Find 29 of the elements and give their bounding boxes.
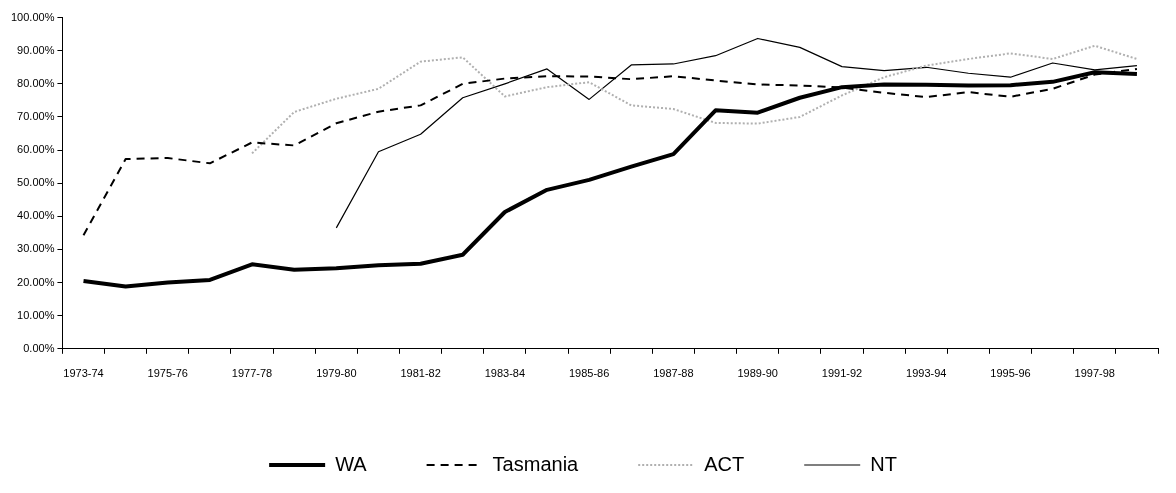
y-tick-label: 80.00% [17,76,55,89]
y-tick-label: 30.00% [17,242,55,255]
x-tick-label: 1983-84 [484,367,526,380]
x-tick-label: 1977-78 [231,367,273,380]
x-tick-label: 1975-76 [147,367,188,380]
x-tick-label: 1989-90 [737,367,778,380]
x-tick-label: 1993-94 [906,367,947,380]
y-tick-label: 40.00% [17,209,55,222]
y-tick-label: 70.00% [17,109,55,122]
y-tick-label: 100.00% [10,10,55,23]
x-tick-label: 1987-88 [653,367,694,380]
y-tick-label: 10.00% [17,308,55,321]
x-tick-label: 1991-92 [821,367,863,380]
legend-label: Tasmania [492,452,580,475]
y-tick-label: 60.00% [17,143,55,156]
legend-label: WA [335,452,368,475]
legend-label: ACT [704,452,745,475]
y-tick-label: 20.00% [17,275,55,288]
y-tick-label: 90.00% [17,43,55,56]
y-tick-label: 50.00% [17,176,55,189]
x-tick-label: 1985-86 [568,367,610,380]
x-tick-label: 1981-82 [400,367,441,380]
x-tick-label: 1979-80 [316,367,357,380]
y-tick-label: 0.00% [23,341,55,354]
x-tick-label: 1997-98 [1074,367,1115,380]
x-tick-label: 1995-96 [990,367,1031,380]
x-tick-label: 1973-74 [63,367,104,380]
line-series [251,44,1138,155]
legend-label: NT [870,452,897,475]
